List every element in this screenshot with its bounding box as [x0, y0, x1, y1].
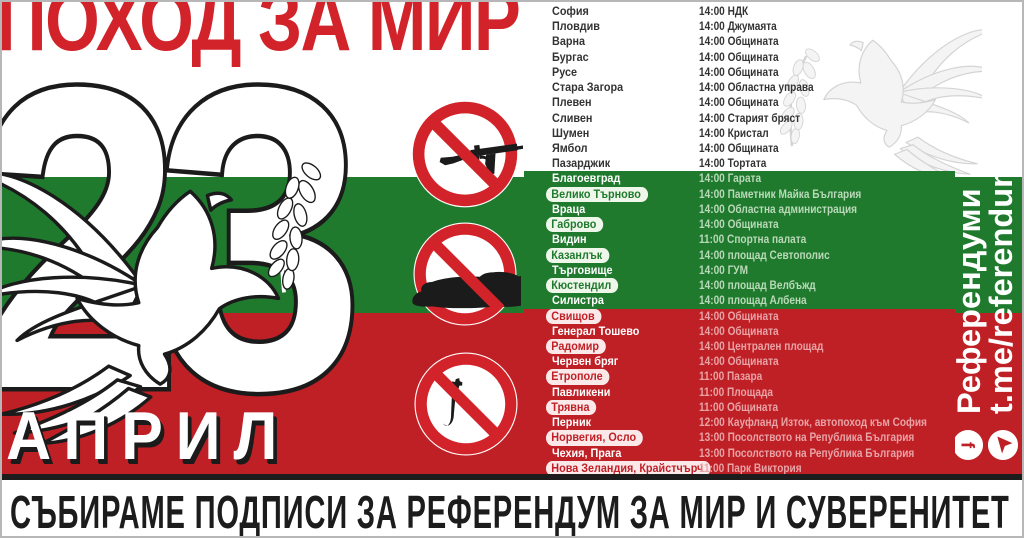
- svg-text:f: f: [957, 442, 978, 449]
